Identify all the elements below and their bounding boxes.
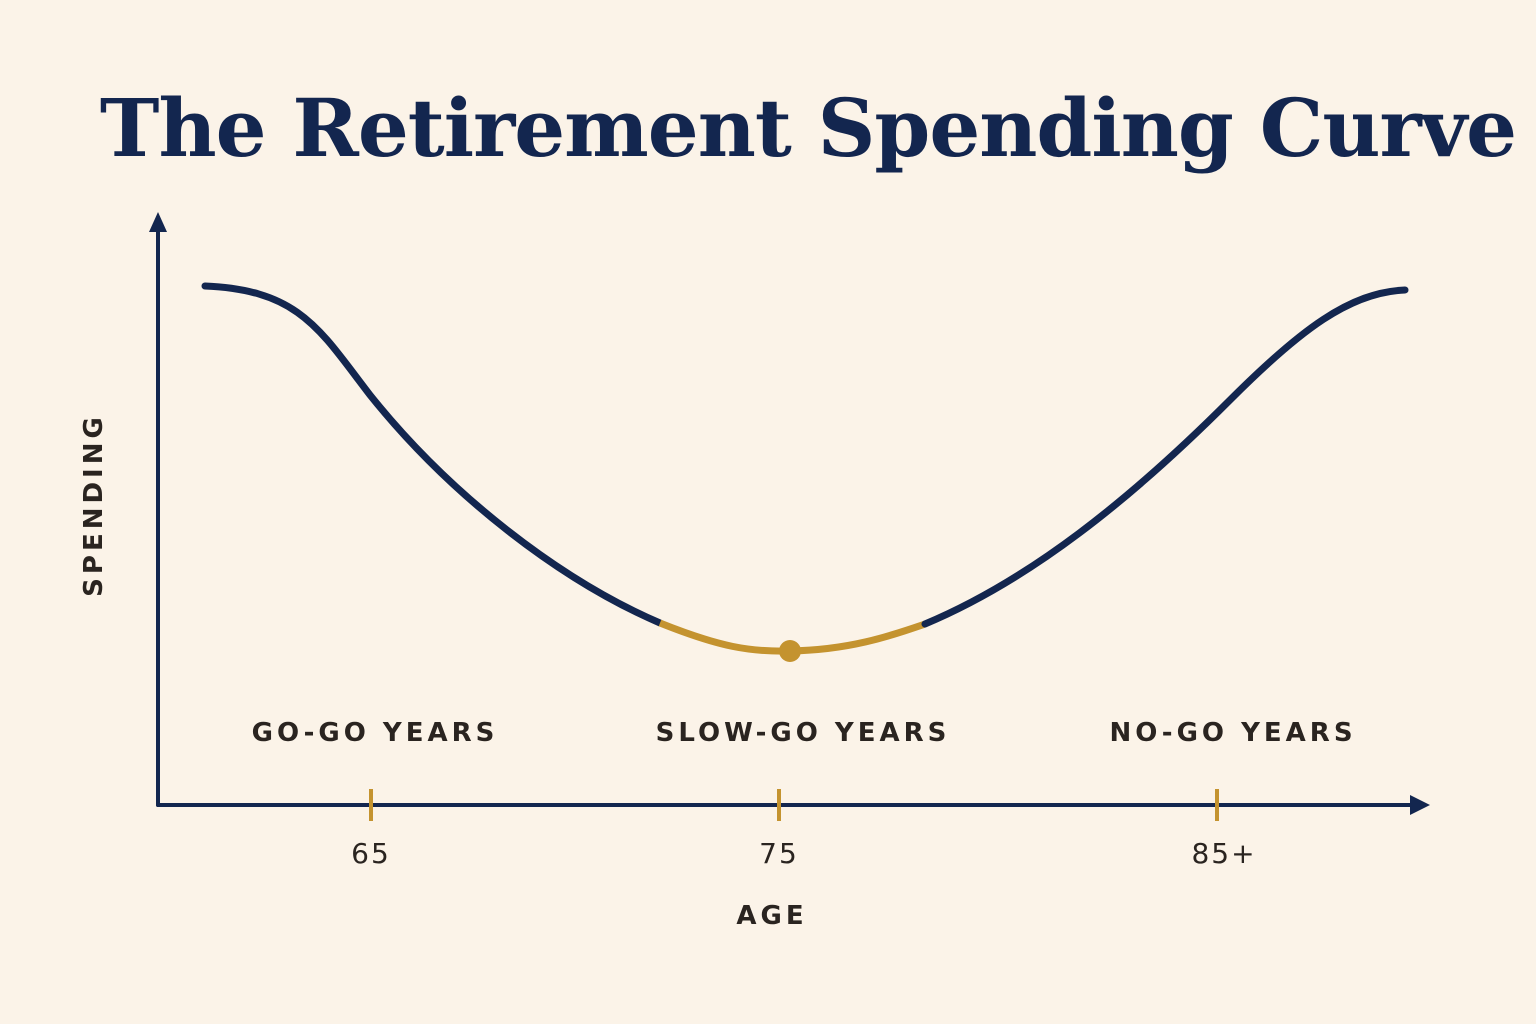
spending-curve-go-go (201, 282, 664, 627)
phase-label-no-go: NO-GO YEARS (1109, 718, 1356, 748)
x-axis-title: AGE (736, 901, 807, 931)
y-axis-title: SPENDING (79, 413, 109, 597)
slow-go-marker (779, 640, 801, 662)
y-axis-arrow (149, 212, 167, 232)
tick-label-75: 75 (759, 837, 799, 870)
x-axis-arrow (1410, 795, 1430, 815)
spending-curve-no-go (921, 286, 1409, 628)
tick-label-85-plus: 85+ (1191, 837, 1256, 870)
phase-label-slow-go: SLOW-GO YEARS (656, 718, 951, 748)
tick-label-65: 65 (351, 837, 391, 870)
phase-label-go-go: GO-GO YEARS (252, 718, 499, 748)
chart-title: The Retirement Spending Curve (100, 81, 1516, 175)
